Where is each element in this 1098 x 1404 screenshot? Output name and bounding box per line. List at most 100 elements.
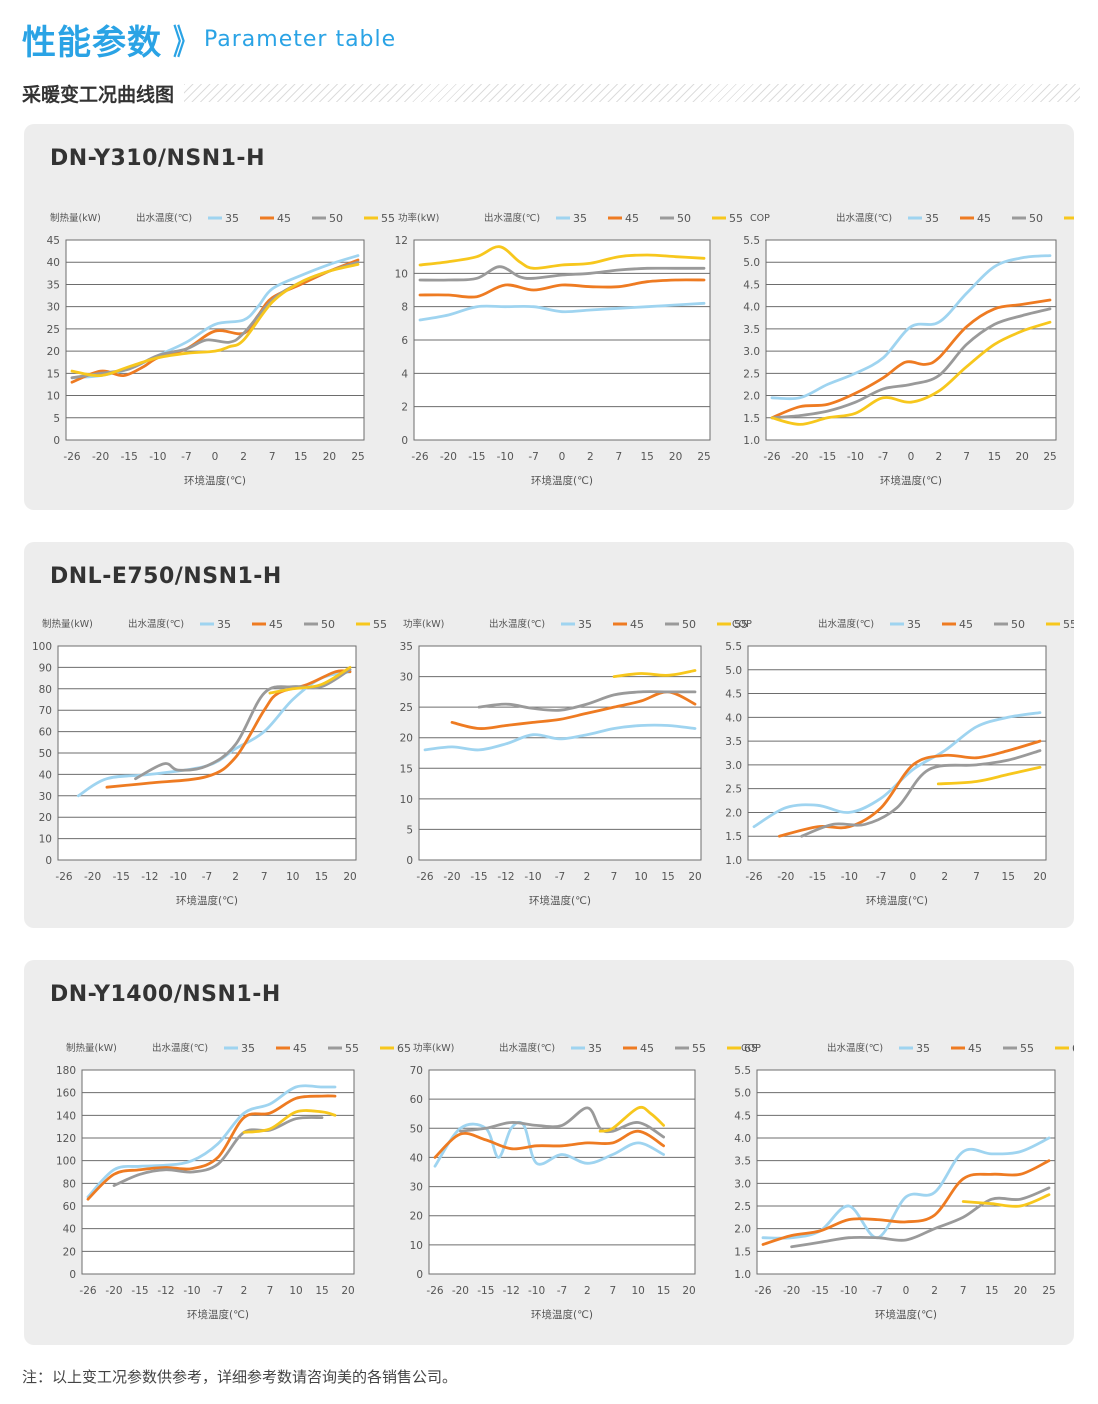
legend-label-45: 45 <box>630 618 644 631</box>
y-tick-label: 0 <box>69 1269 76 1281</box>
x-tick-label: -26 <box>416 871 433 883</box>
y-tick-label: 5.0 <box>725 665 742 677</box>
y-axis-label: COP <box>732 619 752 630</box>
y-tick-label: 2.5 <box>725 784 742 796</box>
x-tick-label: 0 <box>910 871 917 883</box>
y-tick-label: 4.5 <box>734 1110 751 1122</box>
legend-title: 出水温度(℃) <box>818 618 874 630</box>
footnote: 注：以上变工况参数供参考，详细参考数请咨询美的各销售公司。 <box>22 1368 458 1386</box>
y-tick-label: 100 <box>56 1156 76 1168</box>
x-tick-label: -26 <box>745 871 762 883</box>
y-tick-label: 2.0 <box>734 1224 751 1236</box>
y-tick-label: 5.0 <box>743 257 760 269</box>
y-tick-label: 10 <box>395 268 408 280</box>
y-axis-label: 功率(kW) <box>403 618 444 630</box>
y-tick-label: 20 <box>410 1211 423 1223</box>
panel-model-title: DN-Y310/NSN1-H <box>50 146 265 171</box>
x-tick-label: 10 <box>286 871 299 883</box>
y-tick-label: 140 <box>56 1110 76 1122</box>
legend-label-50: 50 <box>682 618 696 631</box>
chart-3: COP 出水温度(℃) 35 45 55 65 1.0 1.5 2.0 2.5 3.0 3.5 4.0 4… <box>734 1042 1074 1321</box>
x-tick-label: 2 <box>240 451 247 463</box>
panel-dn-y310: DN-Y310/NSN1-H 制热量(kW) 出水温度(℃) 35 45 50 55 0 5 1… <box>24 124 1074 510</box>
x-tick-label: 25 <box>1043 451 1056 463</box>
y-axis-label: 功率(kW) <box>413 1042 454 1054</box>
series-line-55 <box>268 666 352 695</box>
y-tick-label: 20 <box>400 733 413 745</box>
x-tick-label: -7 <box>213 1285 223 1297</box>
x-axis-label: 环境温度(℃) <box>531 1308 593 1321</box>
y-tick-label: 2.5 <box>734 1201 751 1213</box>
y-tick-label: 70 <box>39 705 52 717</box>
y-tick-label: 160 <box>56 1088 76 1100</box>
series-line-45 <box>433 1129 665 1159</box>
legend-title: 出水温度(℃) <box>484 212 540 224</box>
y-tick-label: 45 <box>47 235 60 247</box>
y-tick-label: 80 <box>39 684 52 696</box>
legend-label-35: 35 <box>925 212 939 225</box>
x-tick-label: 20 <box>688 871 701 883</box>
y-tick-label: 2 <box>401 402 408 414</box>
y-tick-label: 4 <box>401 368 408 380</box>
chart-2: 功率(kW) 出水温度(℃) 35 45 55 65010203040506070-26-… <box>410 1042 758 1321</box>
y-tick-label: 1.5 <box>734 1246 751 1258</box>
legend-label-55: 55 <box>373 618 387 631</box>
legend-label-50: 50 <box>1011 618 1025 631</box>
x-tick-label: -7 <box>202 871 212 883</box>
x-tick-label: -7 <box>878 451 888 463</box>
x-tick-label: 7 <box>973 871 980 883</box>
legend-label-35: 35 <box>241 1042 255 1055</box>
x-tick-label: 7 <box>963 451 970 463</box>
chart-group-dn-y1400: 制热量(kW) 出水温度(℃) 35 45 55 65020406080100120140… <box>56 1042 1074 1321</box>
y-tick-label: 60 <box>39 727 52 739</box>
series-line-45 <box>770 298 1052 420</box>
x-tick-label: -26 <box>411 451 428 463</box>
legend-label-45: 45 <box>293 1042 307 1055</box>
legend-label-45: 45 <box>640 1042 654 1055</box>
x-tick-label: -20 <box>84 871 101 883</box>
legend-label-50: 50 <box>1029 212 1043 225</box>
y-tick-label: 4.5 <box>725 689 742 701</box>
y-axis-label: COP <box>741 1043 761 1054</box>
x-tick-label: -20 <box>777 871 794 883</box>
series-line-50 <box>418 265 706 282</box>
plot-area <box>418 645 702 861</box>
x-tick-label: 15 <box>988 451 1001 463</box>
series-line-35 <box>770 254 1052 401</box>
x-tick-label: -20 <box>783 1285 800 1297</box>
chevron-right-icon: 》 <box>173 22 197 63</box>
y-tick-label: 2.0 <box>725 807 742 819</box>
legend-label-35: 35 <box>217 618 231 631</box>
legend-label-35: 35 <box>225 212 239 225</box>
y-tick-label: 50 <box>410 1123 423 1135</box>
x-tick-label: -7 <box>876 871 886 883</box>
x-tick-label: -10 <box>524 871 541 883</box>
x-tick-label: 25 <box>697 451 710 463</box>
y-tick-label: 1.5 <box>725 831 742 843</box>
series-line-45 <box>86 1094 337 1201</box>
x-tick-label: -10 <box>847 451 864 463</box>
x-tick-label: 0 <box>908 451 915 463</box>
y-axis-label: 制热量(kW) <box>50 212 101 224</box>
x-tick-label: 7 <box>611 871 618 883</box>
hatch-divider <box>184 84 1080 102</box>
legend-label-35: 35 <box>916 1042 930 1055</box>
y-tick-label: 10 <box>400 794 413 806</box>
series-line-55 <box>70 263 360 378</box>
series-line-55 <box>418 245 706 270</box>
y-tick-label: 5 <box>406 824 413 836</box>
series-line-35 <box>418 301 706 322</box>
x-axis-label: 环境温度(℃) <box>187 1308 249 1321</box>
x-tick-label: -15 <box>121 451 138 463</box>
x-tick-label: 15 <box>657 1285 670 1297</box>
x-tick-label: 20 <box>682 1285 695 1297</box>
x-tick-label: -20 <box>440 451 457 463</box>
y-tick-label: 0 <box>401 435 408 447</box>
x-tick-label: -15 <box>477 1285 494 1297</box>
x-tick-label: -15 <box>131 1285 148 1297</box>
x-tick-label: -15 <box>468 451 485 463</box>
y-tick-label: 10 <box>47 391 60 403</box>
y-tick-label: 30 <box>410 1182 423 1194</box>
series-line-45 <box>418 278 706 299</box>
legend-label-65: 65 <box>1072 1042 1074 1055</box>
